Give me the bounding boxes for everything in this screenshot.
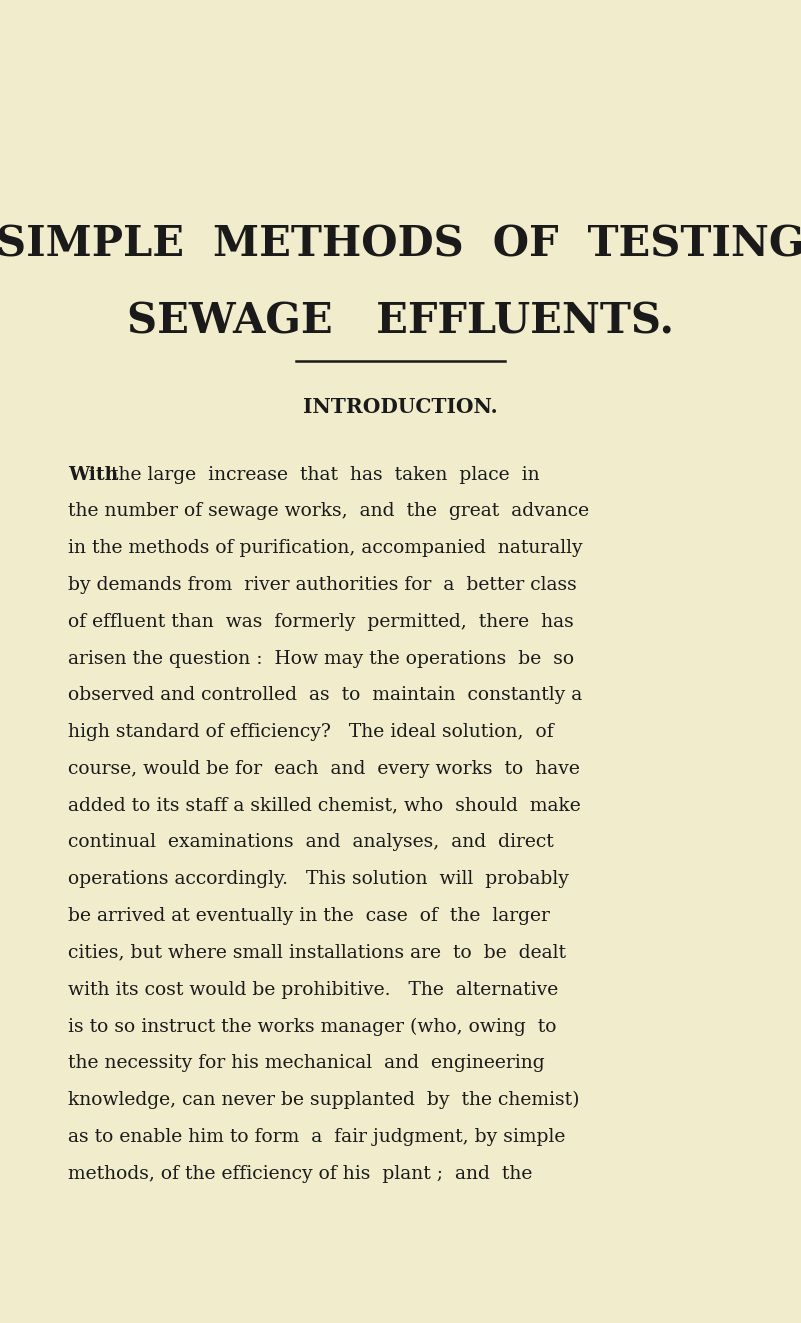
Text: continual  examinations  and  analyses,  and  direct: continual examinations and analyses, and… xyxy=(68,833,553,852)
Text: arisen the question :  How may the operations  be  so: arisen the question : How may the operat… xyxy=(68,650,574,668)
Text: With: With xyxy=(68,466,119,484)
Text: course, would be for  each  and  every works  to  have: course, would be for each and every work… xyxy=(68,759,580,778)
Text: as to enable him to form  a  fair judgment, by simple: as to enable him to form a fair judgment… xyxy=(68,1127,566,1146)
Text: is to so instruct the works manager (who, owing  to: is to so instruct the works manager (who… xyxy=(68,1017,557,1036)
Text: operations accordingly.   This solution  will  probably: operations accordingly. This solution wi… xyxy=(68,871,569,888)
Text: methods, of the efficiency of his  plant ;  and  the: methods, of the efficiency of his plant … xyxy=(68,1164,533,1183)
Text: observed and controlled  as  to  maintain  constantly a: observed and controlled as to maintain c… xyxy=(68,687,582,704)
Text: of effluent than  was  formerly  permitted,  there  has: of effluent than was formerly permitted,… xyxy=(68,613,574,631)
Text: added to its staff a skilled chemist, who  should  make: added to its staff a skilled chemist, wh… xyxy=(68,796,581,815)
Text: by demands from  river authorities for  a  better class: by demands from river authorities for a … xyxy=(68,576,577,594)
Text: SIMPLE  METHODS  OF  TESTING: SIMPLE METHODS OF TESTING xyxy=(0,224,801,266)
Text: with its cost would be prohibitive.   The  alternative: with its cost would be prohibitive. The … xyxy=(68,980,558,999)
Text: be arrived at eventually in the  case  of  the  larger: be arrived at eventually in the case of … xyxy=(68,908,550,925)
Text: SEWAGE   EFFLUENTS.: SEWAGE EFFLUENTS. xyxy=(127,300,674,343)
Text: cities, but where small installations are  to  be  dealt: cities, but where small installations ar… xyxy=(68,943,566,962)
Text: knowledge, can never be supplanted  by  the chemist): knowledge, can never be supplanted by th… xyxy=(68,1091,580,1109)
Text: the necessity for his mechanical  and  engineering: the necessity for his mechanical and eng… xyxy=(68,1054,545,1072)
Text: in the methods of purification, accompanied  naturally: in the methods of purification, accompan… xyxy=(68,540,582,557)
Text: the number of sewage works,  and  the  great  advance: the number of sewage works, and the grea… xyxy=(68,503,590,520)
Text: high standard of efficiency?   The ideal solution,  of: high standard of efficiency? The ideal s… xyxy=(68,724,553,741)
Text: the large  increase  that  has  taken  place  in: the large increase that has taken place … xyxy=(105,466,539,484)
Text: INTRODUCTION.: INTRODUCTION. xyxy=(304,397,497,418)
